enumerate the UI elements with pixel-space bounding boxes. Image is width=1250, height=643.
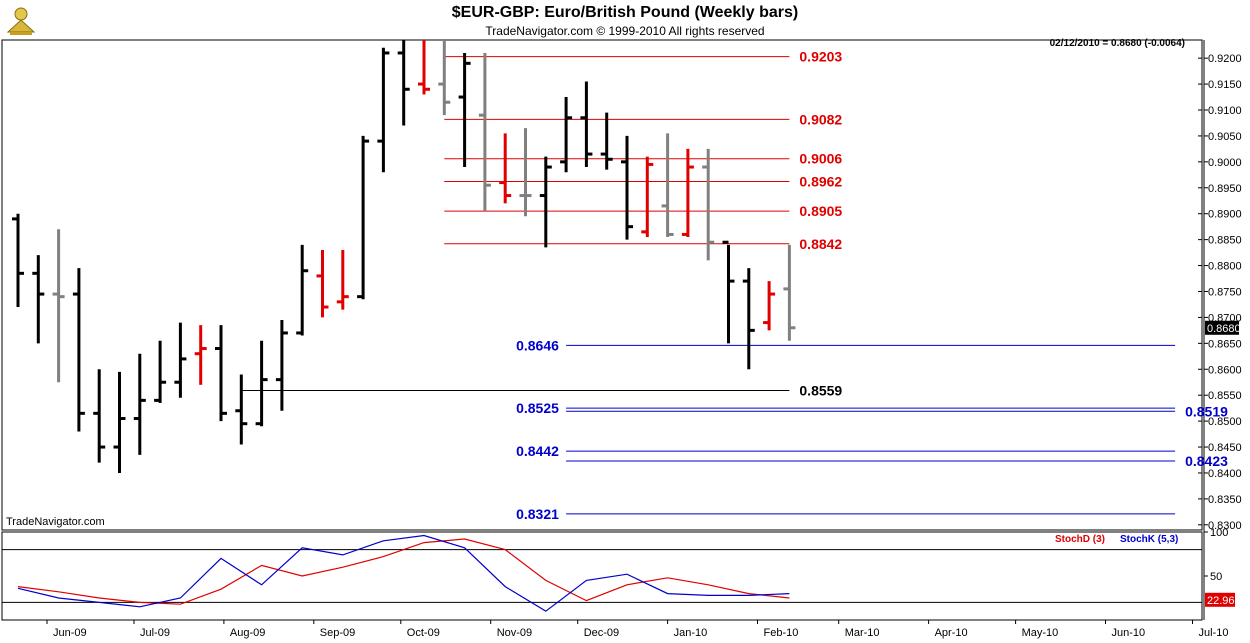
x-tick-label: Jun-09 [53, 627, 87, 639]
y-tick-label: 0.8450 [1208, 442, 1242, 454]
stoch-series-line [17, 538, 790, 605]
y-tick-label: 0.8500 [1208, 416, 1242, 428]
stoch-value-label: 22.96 [1207, 595, 1235, 607]
x-tick-label: Oct-09 [407, 627, 440, 639]
y-tick-label: 0.8600 [1208, 364, 1242, 376]
y-tick-label: 0.8400 [1208, 468, 1242, 480]
y-tick-label: 0.9050 [1208, 131, 1242, 143]
last-price-marker [1205, 320, 1239, 335]
stoch-tick-label: 100 [1210, 527, 1228, 539]
x-tick-label: May-10 [1022, 627, 1059, 639]
x-tick-label: Apr-10 [935, 627, 968, 639]
stoch-panel-frame [1, 531, 1203, 621]
level-label: 0.8321 [516, 506, 559, 522]
x-tick-label: Sep-09 [320, 627, 355, 639]
legend-stoch-k: StochK (5,3) [1120, 534, 1178, 545]
y-tick-label: 0.8350 [1208, 494, 1242, 506]
level-label: 0.8423 [1185, 453, 1228, 469]
level-label: 0.9006 [799, 151, 842, 167]
x-tick-label: Jul-10 [1199, 627, 1229, 639]
brand-watermark: TradeNavigator.com [6, 516, 105, 528]
level-label: 0.8559 [799, 383, 842, 399]
stoch-series-line [17, 534, 790, 612]
chart-title: $EUR-GBP: Euro/British Pound (Weekly bar… [451, 4, 799, 21]
level-label: 0.8525 [516, 400, 559, 416]
y-tick-label: 0.8650 [1208, 338, 1242, 350]
y-tick-label: 0.8750 [1208, 286, 1242, 298]
trade-navigator-logo-icon [6, 7, 36, 35]
y-tick-label: 0.9200 [1208, 53, 1242, 65]
last-quote: 02/12/2010 = 0.8680 (-0.0064) [1049, 38, 1185, 49]
y-tick-label: 0.8950 [1208, 183, 1242, 195]
y-tick-label: 0.9000 [1208, 157, 1242, 169]
level-label: 0.9203 [799, 49, 842, 65]
x-tick-label: Nov-09 [497, 627, 532, 639]
level-label: 0.8905 [799, 203, 842, 219]
x-tick-label: Jul-09 [140, 627, 170, 639]
x-tick-label: Mar-10 [845, 627, 880, 639]
y-tick-label: 0.8800 [1208, 261, 1242, 273]
level-label: 0.8962 [799, 174, 842, 190]
price-panel-frame [1, 39, 1203, 531]
x-tick-label: Feb-10 [764, 627, 799, 639]
x-tick-label: Aug-09 [230, 627, 265, 639]
y-tick-label: 0.8850 [1208, 235, 1242, 247]
level-label: 0.8519 [1185, 403, 1228, 419]
stoch-tick-label: 50 [1210, 571, 1222, 583]
x-tick-label: Dec-09 [584, 627, 619, 639]
legend-stoch-d: StochD (3) [1055, 534, 1105, 545]
x-tick-label: Jan-10 [674, 627, 708, 639]
y-tick-label: 0.8300 [1208, 520, 1242, 532]
level-label: 0.9082 [799, 111, 842, 127]
copyright-text: TradeNavigator.com © 1999-2010 All right… [485, 24, 765, 38]
y-tick-label: 0.9150 [1208, 79, 1242, 91]
stoch-value-marker [1205, 592, 1235, 607]
y-tick-label: 0.8550 [1208, 390, 1242, 402]
level-label: 0.8646 [516, 337, 559, 353]
level-label: 0.8842 [799, 236, 842, 252]
y-tick-label: 0.8700 [1208, 312, 1242, 324]
x-tick-label: Jun-10 [1112, 627, 1146, 639]
y-tick-label: 0.8900 [1208, 209, 1242, 221]
last-price-label: 0.8680 [1207, 323, 1241, 335]
y-tick-label: 0.9100 [1208, 105, 1242, 117]
level-label: 0.8442 [516, 443, 559, 459]
